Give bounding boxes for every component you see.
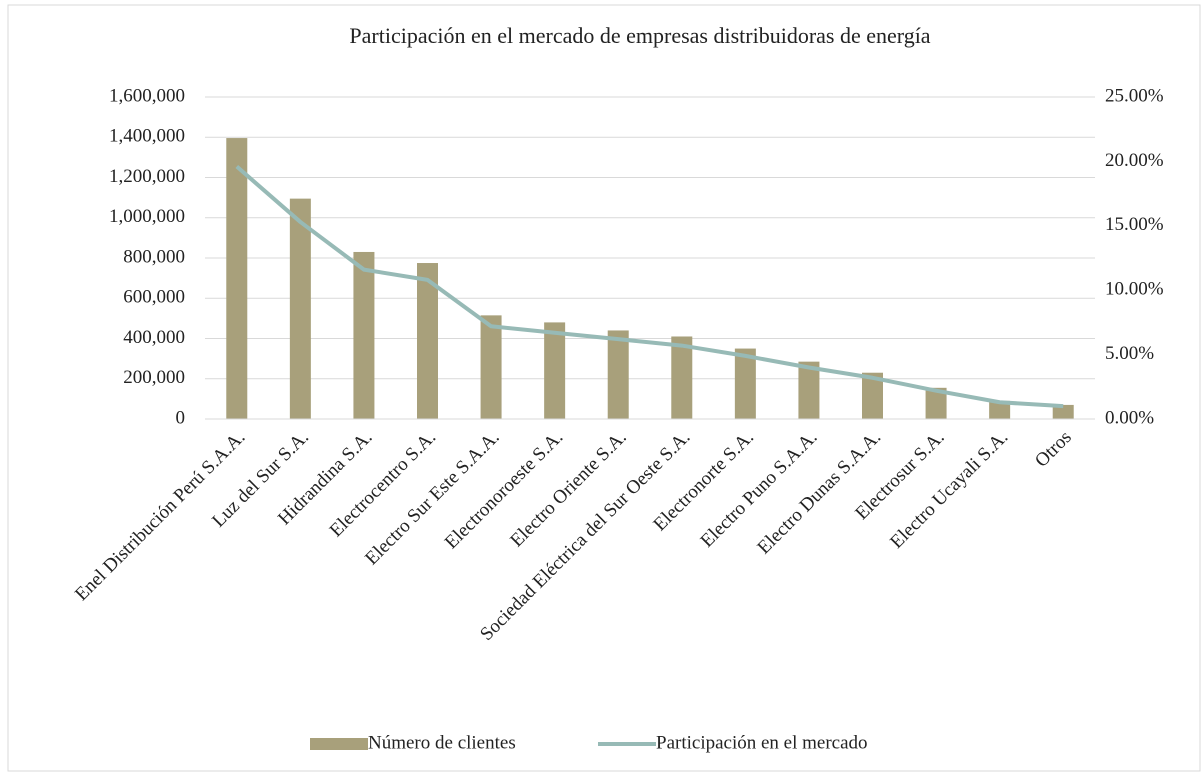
y2-tick-label: 10.00% xyxy=(1105,279,1164,300)
y2-tick-label: 20.00% xyxy=(1105,150,1164,171)
chart-title: Participación en el mercado de empresas … xyxy=(349,23,930,48)
bar xyxy=(607,330,629,419)
y-tick-label: 800,000 xyxy=(123,246,185,267)
legend-label: Participación en el mercado xyxy=(656,732,868,753)
bar xyxy=(226,138,248,419)
bar xyxy=(417,263,438,419)
bar xyxy=(289,198,311,419)
bar xyxy=(989,400,1011,419)
y-tick-label: 1,000,000 xyxy=(109,206,185,227)
y-tick-label: 600,000 xyxy=(123,287,185,308)
y-tick-label: 0 xyxy=(176,407,186,428)
y2-tick-label: 0.00% xyxy=(1105,407,1154,428)
bar xyxy=(862,372,883,419)
legend-swatch xyxy=(310,738,368,750)
bar xyxy=(925,387,947,419)
bar xyxy=(544,322,566,419)
y-tick-label: 1,600,000 xyxy=(109,85,185,106)
y-tick-label: 1,200,000 xyxy=(109,166,185,187)
bar xyxy=(798,361,820,419)
bar xyxy=(1052,404,1074,419)
y2-tick-label: 25.00% xyxy=(1105,85,1164,106)
chart-border xyxy=(7,4,1201,772)
y-tick-label: 200,000 xyxy=(123,367,185,388)
legend-label: Número de clientes xyxy=(368,732,516,753)
bar xyxy=(480,315,502,419)
y2-tick-label: 15.00% xyxy=(1105,214,1164,235)
y2-tick-label: 5.00% xyxy=(1105,343,1154,364)
y-tick-label: 1,400,000 xyxy=(109,126,185,147)
bar xyxy=(353,251,375,419)
bar xyxy=(671,336,693,419)
bar xyxy=(734,348,756,419)
line xyxy=(235,165,1064,409)
y-tick-label: 400,000 xyxy=(123,327,185,348)
